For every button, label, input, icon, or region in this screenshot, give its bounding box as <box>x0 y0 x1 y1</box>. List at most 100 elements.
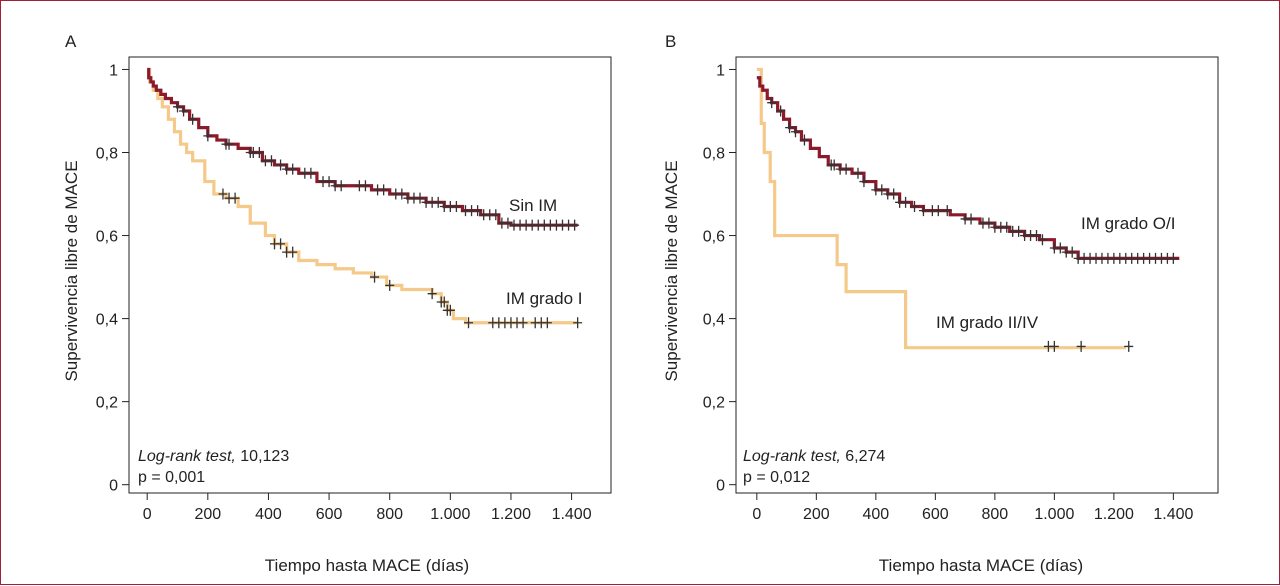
panel-a-censor-mark <box>336 180 346 192</box>
panel-a-censor-mark <box>542 317 552 329</box>
panel-a-censor-mark <box>218 188 228 200</box>
panel-a-censor-mark <box>503 217 513 229</box>
panel-a-censor-mark <box>288 246 298 258</box>
panel-b-ytick-label: 0,6 <box>703 229 725 246</box>
panel-a-censor-mark <box>276 238 286 250</box>
panel-b-pvalue: p = 0,012 <box>743 469 810 486</box>
panel-b: B Supervivencia libre de MACE Tiempo has… <box>662 32 1219 575</box>
panel-a-xtick-label: 200 <box>194 506 221 523</box>
panel-b-xtick-label: 800 <box>982 506 1009 523</box>
panel-b-letter: B <box>665 32 676 51</box>
panel-a-logrank: Log-rank test, 10,123 <box>138 448 289 465</box>
panel-b-censor-mark <box>829 159 839 171</box>
panel-b-series-1 <box>756 67 1126 350</box>
panel-b-xtick-label: 1.200 <box>1094 506 1134 523</box>
panel-a-xtick-label: 0 <box>143 506 152 523</box>
panel-a-series-label: IM grado I <box>506 289 583 308</box>
panel-b-censor-mark <box>1076 340 1086 352</box>
panel-b-ytick-label: 0,8 <box>703 146 725 163</box>
panel-b-ytick-label: 0,4 <box>703 312 725 329</box>
panel-a-ytick-label: 0,4 <box>96 312 118 329</box>
panel-b-censor-mark <box>984 217 994 229</box>
panel-a-censor-mark <box>224 138 234 150</box>
panel-b-series-label: IM grado O/I <box>1081 214 1175 233</box>
panel-a-censor-mark <box>254 147 264 159</box>
panel-a-censor-mark <box>439 296 449 308</box>
panel-a-censor-mark <box>427 288 437 300</box>
panel-a-censor-mark <box>570 219 580 231</box>
panel-a-censor-mark <box>397 188 407 200</box>
panel-a-censor-mark <box>573 317 583 329</box>
panel-b-censor-mark <box>785 122 795 134</box>
panel-b-censor-mark <box>889 188 899 200</box>
panel-b-xtick-label: 200 <box>803 506 830 523</box>
panel-a-censor-mark <box>385 279 395 291</box>
panel-a-censor-mark <box>518 317 528 329</box>
panel-b-plot-frame <box>735 56 1219 494</box>
panel-b-censor-mark <box>1124 340 1134 352</box>
panel-b-censor-mark <box>859 176 869 188</box>
panel-a-censor-mark <box>445 304 455 316</box>
panel-a-ytick-label: 0,2 <box>96 395 118 412</box>
panel-a-censor-mark <box>370 271 380 283</box>
panel-b-xtick-label: 1.400 <box>1153 506 1193 523</box>
panel-a-series-label: Sin IM <box>509 196 557 215</box>
panel-a-pvalue: p = 0,001 <box>138 469 205 486</box>
panel-a-ytick-label: 0 <box>109 478 118 495</box>
panel-a-censor-mark <box>433 196 443 208</box>
panel-b-censor-mark <box>918 205 928 217</box>
panel-b-censor-mark <box>1049 340 1059 352</box>
panel-a-xtick-label: 1.000 <box>430 506 470 523</box>
panel-a-censor-mark <box>360 180 370 192</box>
panel-a-censor-mark <box>203 130 213 142</box>
panel-a-censor-mark <box>491 209 501 221</box>
panel-a-xlabel: Tiempo hasta MACE (días) <box>265 556 469 575</box>
panel-b-ytick-label: 0 <box>716 478 725 495</box>
panel-b-xtick-label: 600 <box>922 506 949 523</box>
panel-a-logrank-test: Log-rank test, <box>138 448 236 465</box>
panel-b-censor-mark <box>1002 221 1012 233</box>
panel-b-xtick-label: 0 <box>752 506 761 523</box>
panel-b-xlabel: Tiempo hasta MACE (días) <box>879 556 1083 575</box>
panel-b-ytick-label: 1 <box>716 62 725 79</box>
panel-a-censor-mark <box>173 101 183 113</box>
panel-b-censor-mark <box>1067 246 1077 258</box>
panel-b-ytick-label: 0,2 <box>703 395 725 412</box>
panel-b-xtick-label: 400 <box>862 506 889 523</box>
panel-a-censor-mark <box>306 167 316 179</box>
panel-a-censor-mark <box>464 317 474 329</box>
panel-a-logrank-stat: 10,123 <box>236 448 289 465</box>
panel-a-xtick-label: 400 <box>255 506 282 523</box>
panel-b-censor-mark <box>933 205 943 217</box>
panel-a-censor-mark <box>179 105 189 117</box>
panel-b-censor-mark <box>877 184 887 196</box>
panel-b-censor-mark <box>791 126 801 138</box>
panel-b-logrank: Log-rank test, 6,274 <box>743 448 885 465</box>
panel-a-censor-mark <box>379 184 389 196</box>
panel-a-censor-mark <box>415 192 425 204</box>
panel-b-series-label: IM grado II/IV <box>936 313 1039 332</box>
panel-a-censor-mark <box>188 113 198 125</box>
panel-a-censor-mark <box>230 192 240 204</box>
panel-b-censor-mark <box>942 205 952 217</box>
panel-b-censor-mark <box>776 105 786 117</box>
panel-a-censor-mark <box>288 163 298 175</box>
panel-b-censor-mark <box>1032 230 1042 242</box>
panel-b-censor-mark <box>1168 252 1178 264</box>
panel-a-plot-frame <box>128 56 612 494</box>
panel-b-censor-mark <box>910 200 920 212</box>
panel-b-logrank-stat: 6,274 <box>841 448 886 465</box>
panel-a-ylabel: Supervivencia libre de MACE <box>62 160 81 381</box>
panel-a-xtick-label: 800 <box>376 506 403 523</box>
panel-b-xtick-label: 1.000 <box>1034 506 1074 523</box>
panel-b-logrank-test: Log-rank test, <box>743 448 841 465</box>
panel-b-censor-mark <box>799 134 809 146</box>
panel-a-xtick-label: 1.200 <box>491 506 531 523</box>
panel-a-censor-mark <box>324 176 334 188</box>
panel-b-censor-mark <box>1037 234 1047 246</box>
panel-b-censor-mark <box>901 196 911 208</box>
panel-a-censor-mark <box>451 200 461 212</box>
panel-a-xtick-label: 1.400 <box>552 506 592 523</box>
